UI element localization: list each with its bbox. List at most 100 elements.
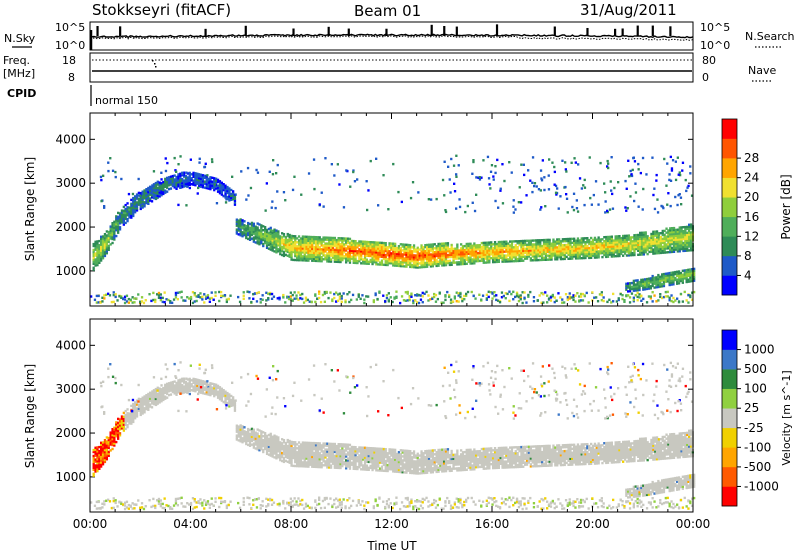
power-cell [595,250,598,253]
power-cell [501,244,504,248]
power-cell [616,245,619,248]
velocity-cell [305,463,308,466]
power-cell [605,249,608,253]
power-cell [426,259,429,262]
power-cell [679,292,683,296]
power-cell [629,236,632,239]
power-cell [171,182,174,186]
velocity-cell [260,442,263,445]
power-cell [567,257,570,260]
velocity-cell [254,443,257,446]
power-cell [635,235,638,239]
power-cell [240,170,243,173]
velocity-cell [316,453,320,457]
power-cell [108,294,112,297]
velocity-cell [288,459,291,462]
velocity-cell [284,445,287,449]
power-cell [150,188,154,191]
power-cell [169,183,173,186]
power-cell [566,298,569,301]
power-cell [478,251,482,255]
power-cell [279,243,282,246]
power-cell [672,240,676,244]
power-cell [614,255,617,258]
power-cell [452,249,455,252]
power-cell [316,238,320,241]
power-cell [583,203,586,207]
power-cell [242,291,245,294]
power-cell [373,245,376,248]
power-cell [422,259,425,263]
power-cell [573,157,576,160]
power-cell [475,246,478,249]
power-cell [679,273,683,277]
power-cell [269,242,272,245]
power-cell [341,251,344,254]
power-cell [632,285,635,288]
power-cell [311,253,314,256]
power-cell [527,295,530,298]
power-cell [339,254,342,258]
power-cell [100,247,103,250]
power-cell [657,299,660,302]
power-cell [678,232,681,235]
power-cell [100,257,103,260]
power-cell [518,255,521,259]
power-cell [416,252,419,255]
power-cell [639,231,642,235]
power-cell [492,251,495,254]
power-cell [92,252,95,256]
power-cell [546,244,549,248]
power-cell [390,262,393,265]
power-cell [574,253,578,256]
power-cell [209,187,212,191]
power-cell [657,249,661,253]
power-cell [380,249,384,252]
power-cell [92,266,95,269]
power-cell [426,245,429,249]
power-cell [254,237,257,240]
power-cell [238,300,242,304]
power-cell [171,174,174,178]
velocity-cell [243,426,246,429]
power-cell [301,259,304,262]
power-cell [279,237,282,240]
power-cell [401,257,404,260]
power-cell [422,246,425,249]
power-cell [416,266,419,269]
power-cell [228,187,231,190]
power-cell [470,290,473,294]
power-cell [253,292,257,295]
power-cell [687,280,690,283]
power-cell [408,295,411,298]
power-cell [563,251,566,255]
power-cell [606,251,610,254]
power-cell [661,277,664,280]
power-cell [103,233,107,236]
velocity-cell [322,444,325,447]
velocity-cell [279,455,282,458]
power-cell [399,262,402,266]
power-cell [235,224,238,227]
power-cell [248,230,252,234]
power-cell [279,241,282,244]
power-cell [538,294,541,297]
power-cell [460,251,463,254]
power-cell [224,192,227,195]
power-cell [267,247,271,250]
power-cell [599,161,602,165]
power-cell [606,237,610,241]
power-cell [439,254,442,257]
power-cell [678,236,681,239]
power-cell [659,243,662,247]
power-cell [512,260,515,263]
power-cell [203,165,207,169]
power-cell [282,240,286,244]
velocity-cell [314,465,318,469]
power-cell [408,298,411,302]
power-cell [399,243,402,246]
power-cell [130,208,133,211]
velocity-cell [337,462,340,466]
power-cell [322,236,325,239]
power-cell [316,255,320,259]
